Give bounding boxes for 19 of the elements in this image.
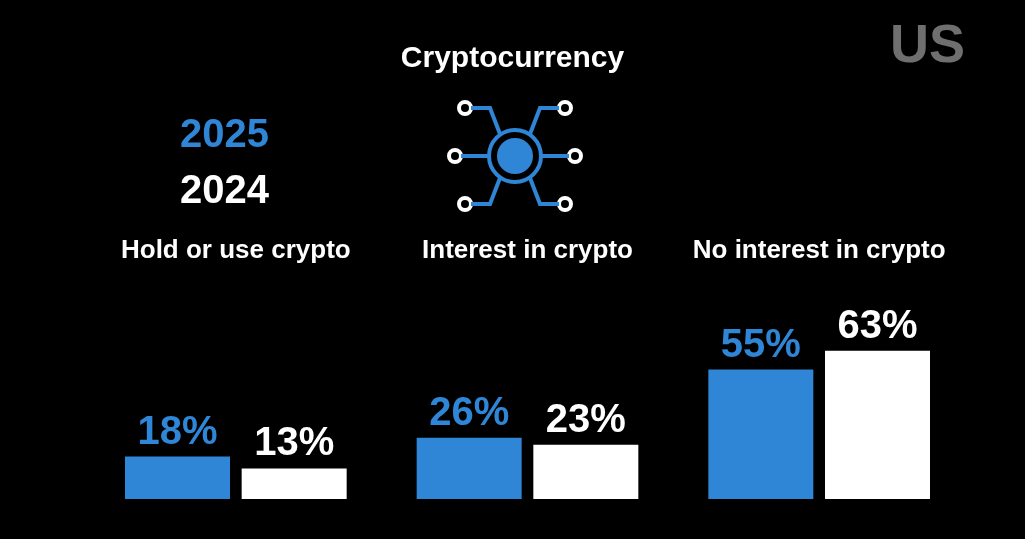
text: 2025 [180,110,269,157]
chart-title: Cryptocurrency [400,40,625,73]
bar [416,437,522,499]
data-label: 26% [429,388,510,433]
data-label: 63% [837,301,918,346]
bar [241,468,347,499]
bar [825,350,930,499]
x-tick-label: No interest in crypto [692,233,946,264]
bar [125,456,230,499]
data-label: 55% [720,320,801,365]
bar [708,369,814,499]
text: US [889,12,965,74]
data-label: 18% [137,407,218,452]
x-tick-label: Interest in crypto [422,233,633,264]
x-tick-label: Hold or use crypto [120,233,351,264]
data-label: 13% [254,419,335,464]
bar [533,444,639,499]
text: 2024 [180,166,269,213]
data-label: 23% [545,395,626,440]
